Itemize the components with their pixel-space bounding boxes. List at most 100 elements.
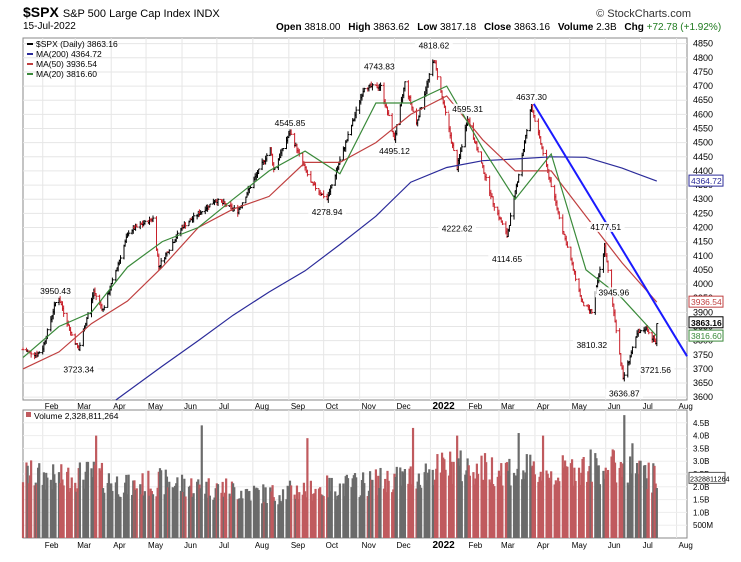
volume-bar <box>564 460 567 538</box>
volume-bar <box>394 476 397 538</box>
volume-bar <box>139 484 142 538</box>
price-annotation: 3723.34 <box>63 364 94 374</box>
volume-bar <box>301 494 304 538</box>
price-tick-label: 3700 <box>693 364 713 374</box>
volume-bar <box>630 473 633 538</box>
volume-bar <box>337 494 340 538</box>
volume-bar <box>272 497 275 538</box>
price-tick-label: 4200 <box>693 222 713 232</box>
volume-bar <box>261 503 264 538</box>
stockcharts-brand[interactable]: © StockCharts.com <box>596 8 691 20</box>
volume-tick-label: 3.5B <box>693 444 709 453</box>
volume-bar <box>392 489 395 538</box>
volume-bar <box>410 484 413 538</box>
volume-bar <box>467 465 470 538</box>
legend-entry: MA(50) 3936.54 <box>36 59 97 69</box>
volume-bar <box>581 458 584 538</box>
volume-bar <box>490 457 494 538</box>
volume-bar <box>62 485 65 538</box>
volume-bar <box>33 485 36 538</box>
x-tick-label: Jun <box>184 541 197 550</box>
volume-bar <box>539 471 542 538</box>
volume-bar <box>424 463 427 538</box>
price-annotation: 4114.65 <box>492 254 522 264</box>
volume-bar <box>264 487 267 538</box>
volume-bar <box>594 453 597 538</box>
volume-bar <box>558 481 561 538</box>
volume-bar <box>355 477 358 538</box>
volume-bar <box>612 450 615 538</box>
volume-legend-swatch <box>26 412 31 417</box>
volume-bar <box>49 479 52 538</box>
volume-bar <box>493 486 496 538</box>
open-label: Open <box>276 22 302 33</box>
volume-bar <box>184 496 187 538</box>
annotation-bg <box>488 253 526 264</box>
x-tick-label: Apr <box>537 402 550 411</box>
volume-bar <box>150 491 153 538</box>
volume-bar <box>236 499 239 538</box>
volume-bar <box>408 468 411 538</box>
volume-bar <box>458 465 461 538</box>
volume-bar <box>378 487 381 538</box>
volume-bar <box>423 472 426 538</box>
volume-bar <box>314 488 317 538</box>
volume-bar <box>288 480 292 538</box>
volume-tick-label: 1.0B <box>693 508 709 517</box>
volume-bar <box>598 484 602 538</box>
volume-tick-label: 500M <box>693 521 713 530</box>
x-tick-label: Feb <box>45 402 59 411</box>
price-annotation: 4595.31 <box>452 104 483 114</box>
volume-bar <box>45 472 48 538</box>
volume-bar <box>530 467 533 538</box>
volume-bar <box>338 483 342 538</box>
volume-bar <box>439 472 443 538</box>
volume-bar <box>204 493 207 538</box>
price-tick-label: 4650 <box>693 95 713 105</box>
volume-bar <box>27 483 30 538</box>
volume-bar <box>395 466 398 538</box>
volume-bar <box>279 500 282 538</box>
volume-bar <box>317 488 321 538</box>
volume-bar <box>473 484 476 538</box>
price-tick-label: 4000 <box>693 279 713 289</box>
volume-bar <box>164 469 167 538</box>
volume-bar <box>182 491 185 538</box>
volume-bar <box>61 479 64 538</box>
price-tick-label: 4500 <box>693 138 713 148</box>
volume-bar <box>83 488 86 538</box>
annotation-bg <box>605 388 644 399</box>
volume-bar <box>515 475 518 538</box>
volume-bar <box>140 494 143 538</box>
volume-bar <box>99 470 102 538</box>
volume-bar <box>198 484 201 538</box>
volume-bar <box>223 492 227 538</box>
volume-bar <box>280 502 283 538</box>
volume-bar <box>418 484 422 538</box>
x-tick-label: 2022 <box>432 401 455 412</box>
volume-bar <box>379 467 382 538</box>
volume-bar <box>176 477 179 538</box>
volume-bar <box>642 465 646 538</box>
volume-bar <box>241 498 244 538</box>
volume-bar <box>457 458 460 538</box>
volume-bar <box>427 472 430 538</box>
price-tick-label: 4800 <box>693 53 713 63</box>
volume-bar <box>148 495 151 538</box>
x-tick-label: Feb <box>468 402 482 411</box>
volume-bar <box>529 454 532 538</box>
x-tick-label: Apr <box>113 402 126 411</box>
volume-bar <box>172 488 176 538</box>
price-annotation: 3810.32 <box>576 340 607 350</box>
annotation-bg <box>59 364 98 375</box>
x-tick-label: Oct <box>326 402 339 411</box>
volume-bar <box>271 485 274 538</box>
volume-bar <box>107 473 111 538</box>
price-annotation: 3945.96 <box>598 287 629 297</box>
volume-bar <box>230 481 234 538</box>
volume-bar <box>265 503 268 538</box>
volume-bar <box>237 498 241 538</box>
volume-bar <box>472 472 475 538</box>
volume-bar <box>68 491 71 538</box>
